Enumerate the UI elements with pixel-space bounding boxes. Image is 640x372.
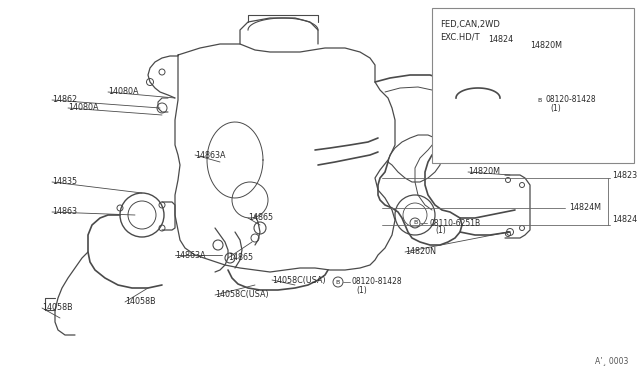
- Text: FED,CAN,2WD: FED,CAN,2WD: [440, 20, 500, 29]
- Text: 08120-81428: 08120-81428: [546, 96, 596, 105]
- Text: 14820M: 14820M: [468, 167, 500, 176]
- Text: B: B: [336, 279, 340, 285]
- Text: (1): (1): [356, 285, 367, 295]
- Text: A’¸ 0003: A’¸ 0003: [595, 356, 628, 365]
- Bar: [432, 8, 634, 163]
- Text: 14865: 14865: [228, 253, 253, 263]
- Text: 08120-81428: 08120-81428: [352, 278, 403, 286]
- Text: 14058C(USA): 14058C(USA): [272, 276, 326, 285]
- Text: 14058C(USA): 14058C(USA): [215, 291, 269, 299]
- Text: 14862: 14862: [52, 96, 77, 105]
- Text: 14835: 14835: [52, 177, 77, 186]
- Text: 14080A: 14080A: [68, 103, 99, 112]
- Text: 14863A: 14863A: [175, 250, 205, 260]
- Text: EXC.HD/T: EXC.HD/T: [440, 32, 479, 41]
- Text: (1): (1): [550, 103, 561, 112]
- Text: 14865: 14865: [248, 214, 273, 222]
- Text: 14058B: 14058B: [42, 304, 72, 312]
- Text: B: B: [538, 97, 542, 103]
- Text: 14820M: 14820M: [530, 41, 562, 49]
- Text: 14824M: 14824M: [569, 203, 601, 212]
- Text: 14058B: 14058B: [125, 298, 156, 307]
- Text: 14823: 14823: [612, 170, 637, 180]
- Text: B: B: [413, 221, 417, 225]
- Text: (1): (1): [435, 227, 445, 235]
- Text: 14080A: 14080A: [108, 87, 138, 96]
- Text: 14863: 14863: [52, 208, 77, 217]
- Text: 14824: 14824: [612, 215, 637, 224]
- Text: 14824: 14824: [488, 35, 513, 45]
- Text: 14820N: 14820N: [405, 247, 436, 257]
- Text: 14863A: 14863A: [195, 151, 225, 160]
- Text: 08110-6251B: 08110-6251B: [429, 218, 480, 228]
